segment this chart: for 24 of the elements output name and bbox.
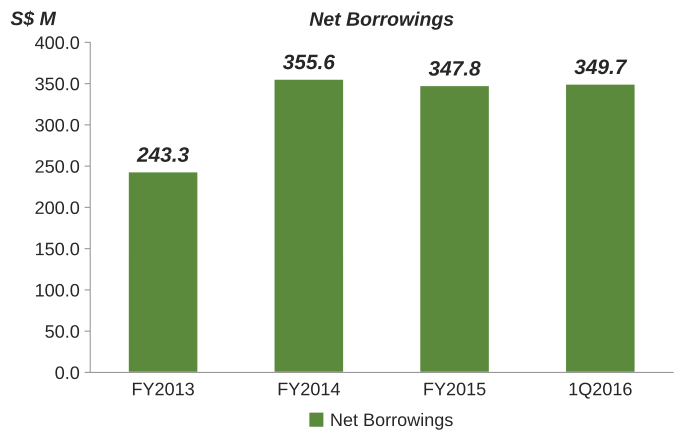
x-tick-label: FY2014 (278, 382, 340, 396)
data-label: 355.6 (282, 54, 336, 70)
y-tick-label: 200.0 (36, 201, 80, 214)
y-tick-label: 250.0 (36, 160, 80, 173)
data-label: 243.3 (136, 147, 189, 162)
x-tick-label: FY2013 (132, 382, 194, 396)
x-tick-label: FY2015 (424, 382, 486, 396)
bar (273, 78, 345, 372)
bar (127, 170, 199, 372)
data-label: 349.7 (574, 59, 628, 74)
bar (418, 84, 490, 372)
y-axis-title: S$ M (10, 10, 56, 27)
y-tick-label: 400.0 (35, 36, 80, 50)
bar (564, 83, 636, 372)
chart-title: Net Borrowings (310, 12, 454, 30)
y-tick-label: 50.0 (45, 325, 80, 338)
x-tick-label: 1Q2016 (570, 382, 632, 399)
y-tick-label: 300.0 (35, 118, 80, 132)
y-tick-label: 150.0 (36, 242, 80, 256)
legend-label: Net Borrowings (331, 412, 453, 430)
data-label: 347.8 (428, 61, 481, 76)
y-tick-label: 0.0 (55, 366, 80, 380)
y-tick-label: 100.0 (36, 284, 80, 297)
y-tick-label: 350.0 (35, 78, 80, 90)
